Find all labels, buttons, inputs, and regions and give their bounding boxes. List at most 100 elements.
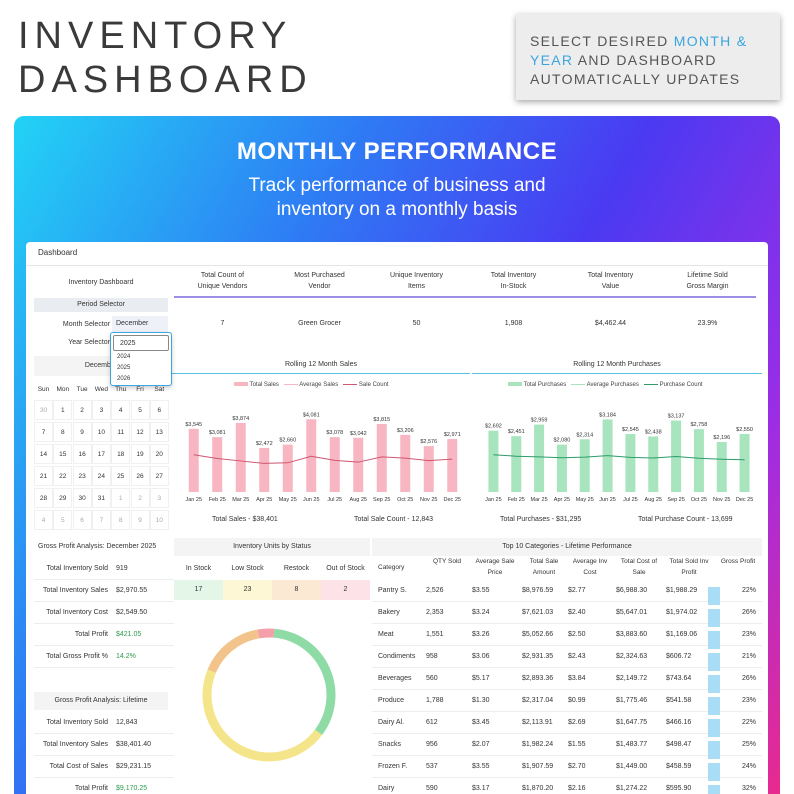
calendar-day[interactable]: 8 [111, 510, 131, 530]
calendar-day[interactable]: 3 [149, 488, 169, 508]
calendar-day[interactable]: 9 [130, 510, 150, 530]
x-tick-label: Jul 25 [623, 497, 638, 503]
count-line [493, 454, 745, 461]
table-cell: 537 [426, 763, 438, 770]
calendar-day[interactable]: 3 [91, 400, 111, 420]
table-cell: 23% [742, 697, 757, 704]
x-tick-label: Jan 25 [485, 497, 502, 503]
table-cell: $2,317.04 [522, 697, 554, 704]
calendar-day[interactable]: 7 [91, 510, 111, 530]
calendar-day[interactable]: 5 [53, 510, 73, 530]
kpi-label: Most Purchased Vendor [271, 266, 368, 298]
table-cell: $3.06 [472, 653, 490, 660]
calendar-day[interactable]: 21 [34, 466, 53, 486]
bar-value-label: $2,314 [576, 432, 593, 438]
kpi-label-line-1: Unique Inventory [390, 272, 443, 279]
calendar-day[interactable]: 2 [130, 488, 150, 508]
banner-subtitle: Track performance of business and invent… [14, 174, 780, 222]
calendar-weekday: Wed [94, 386, 109, 393]
calendar-day[interactable]: 8 [53, 422, 73, 442]
calendar-day[interactable]: 13 [149, 422, 169, 442]
calendar-day[interactable]: 19 [130, 444, 150, 464]
status-title: Inventory Units by Status [174, 538, 370, 556]
table-cell: Beverages [378, 675, 412, 682]
table-cell: $3.45 [472, 719, 490, 726]
calendar-day[interactable]: 14 [34, 444, 53, 464]
total-purchase-count-label: Total Purchase Count - 13,699 [638, 516, 733, 523]
calendar-day[interactable]: 26 [130, 466, 150, 486]
table-row: Meat 1,551 $3.26 $5,052.66 $2.50 $3,883.60 $1,… [372, 624, 762, 649]
bar-value-label: $2,080 [554, 438, 571, 444]
bar-value-label: $3,137 [668, 414, 685, 420]
table-cell: $1,907.59 [522, 763, 554, 770]
calendar-day[interactable]: 12 [130, 422, 150, 442]
chart-bar [556, 444, 567, 492]
calendar-day[interactable]: 28 [34, 488, 53, 508]
table-cell: $2.50 [568, 631, 586, 638]
table-cell: $743.64 [666, 675, 692, 682]
calendar-day[interactable]: 16 [72, 444, 92, 464]
table-cell: Condiments [378, 653, 416, 660]
legend-label: Purchase Count [659, 382, 703, 388]
calendar-day[interactable]: 29 [53, 488, 73, 508]
row-value: $9,170.25 [116, 785, 148, 792]
calendar-day[interactable]: 5 [130, 400, 150, 420]
table-cell: 1,788 [426, 697, 444, 704]
calendar-day[interactable]: 4 [34, 510, 53, 530]
table-cell: $2,149.72 [616, 675, 648, 682]
status-header: Low Stock [231, 565, 264, 572]
month-selector-input[interactable]: December [112, 316, 168, 332]
table-row: Condiments 958 $3.06 $2,931.35 $2.43 $2,324.6… [372, 646, 762, 671]
table-row: Pantry S. 2,526 $3.55 $8,976.59 $2.77 $6,988.… [372, 580, 762, 605]
calendar-day[interactable]: 2 [72, 400, 92, 420]
year-selector-dropdown[interactable]: 2025 2024 2025 2026 [110, 332, 172, 386]
year-option[interactable]: 2025 [117, 365, 131, 371]
calendar-day[interactable]: 31 [91, 488, 111, 508]
calendar-day[interactable]: 24 [91, 466, 111, 486]
calendar-day[interactable]: 10 [149, 510, 169, 530]
calendar-day[interactable]: 30 [72, 488, 92, 508]
calendar-day[interactable]: 7 [34, 422, 53, 442]
year-option[interactable]: 2026 [117, 376, 131, 382]
calendar-day[interactable]: 17 [91, 444, 111, 464]
table-cell: $3,883.60 [616, 631, 648, 638]
chart-bar [329, 437, 340, 492]
table-row: Beverages 560 $5.17 $2,893.36 $3.84 $2,149.72… [372, 668, 762, 693]
calendar-day[interactable]: 11 [111, 422, 131, 442]
year-selector-input[interactable]: 2025 [113, 335, 169, 351]
column-header: Total Cost of Sale [620, 558, 658, 576]
calendar-day[interactable]: 27 [149, 466, 169, 486]
calendar-day[interactable]: 22 [53, 466, 73, 486]
table-cell: $3.55 [472, 587, 490, 594]
table-cell: $2.77 [568, 587, 586, 594]
table-cell: $541.58 [666, 697, 692, 704]
month-selector-row: Month Selector December [34, 316, 168, 334]
calendar-day[interactable]: 1 [111, 488, 131, 508]
calendar-day[interactable]: 4 [111, 400, 131, 420]
year-selector-row: Year Selector [34, 334, 168, 352]
table-row: Total Profit $9,170.25 [34, 778, 174, 794]
calendar-day[interactable]: 10 [91, 422, 111, 442]
calendar-day[interactable]: 1 [53, 400, 73, 420]
status-header: In Stock [185, 565, 212, 572]
dashboard-tab[interactable]: Dashboard [26, 242, 768, 266]
table-cell: $2,893.36 [522, 675, 554, 682]
calendar-day[interactable]: 30 [34, 400, 53, 420]
calendar-day[interactable]: 23 [72, 466, 92, 486]
year-option[interactable]: 2024 [117, 354, 131, 360]
table-cell: $1,974.02 [666, 609, 698, 616]
calendar-day[interactable]: 9 [72, 422, 92, 442]
calendar-day[interactable]: 18 [111, 444, 131, 464]
calendar-day[interactable]: 25 [111, 466, 131, 486]
row-value: $421.05 [116, 631, 142, 638]
calendar-day[interactable]: 6 [72, 510, 92, 530]
calendar-day[interactable]: 15 [53, 444, 73, 464]
legend-label: Total Purchases [523, 382, 567, 388]
column-header: Average Inv Cost [572, 558, 608, 576]
calendar-day[interactable]: 20 [149, 444, 169, 464]
table-cell: $5,647.01 [616, 609, 648, 616]
kpi-value: 7 [220, 320, 225, 327]
calendar-weekday: Sat [154, 386, 165, 393]
table-cell: 22% [742, 719, 757, 726]
calendar-day[interactable]: 6 [149, 400, 169, 420]
